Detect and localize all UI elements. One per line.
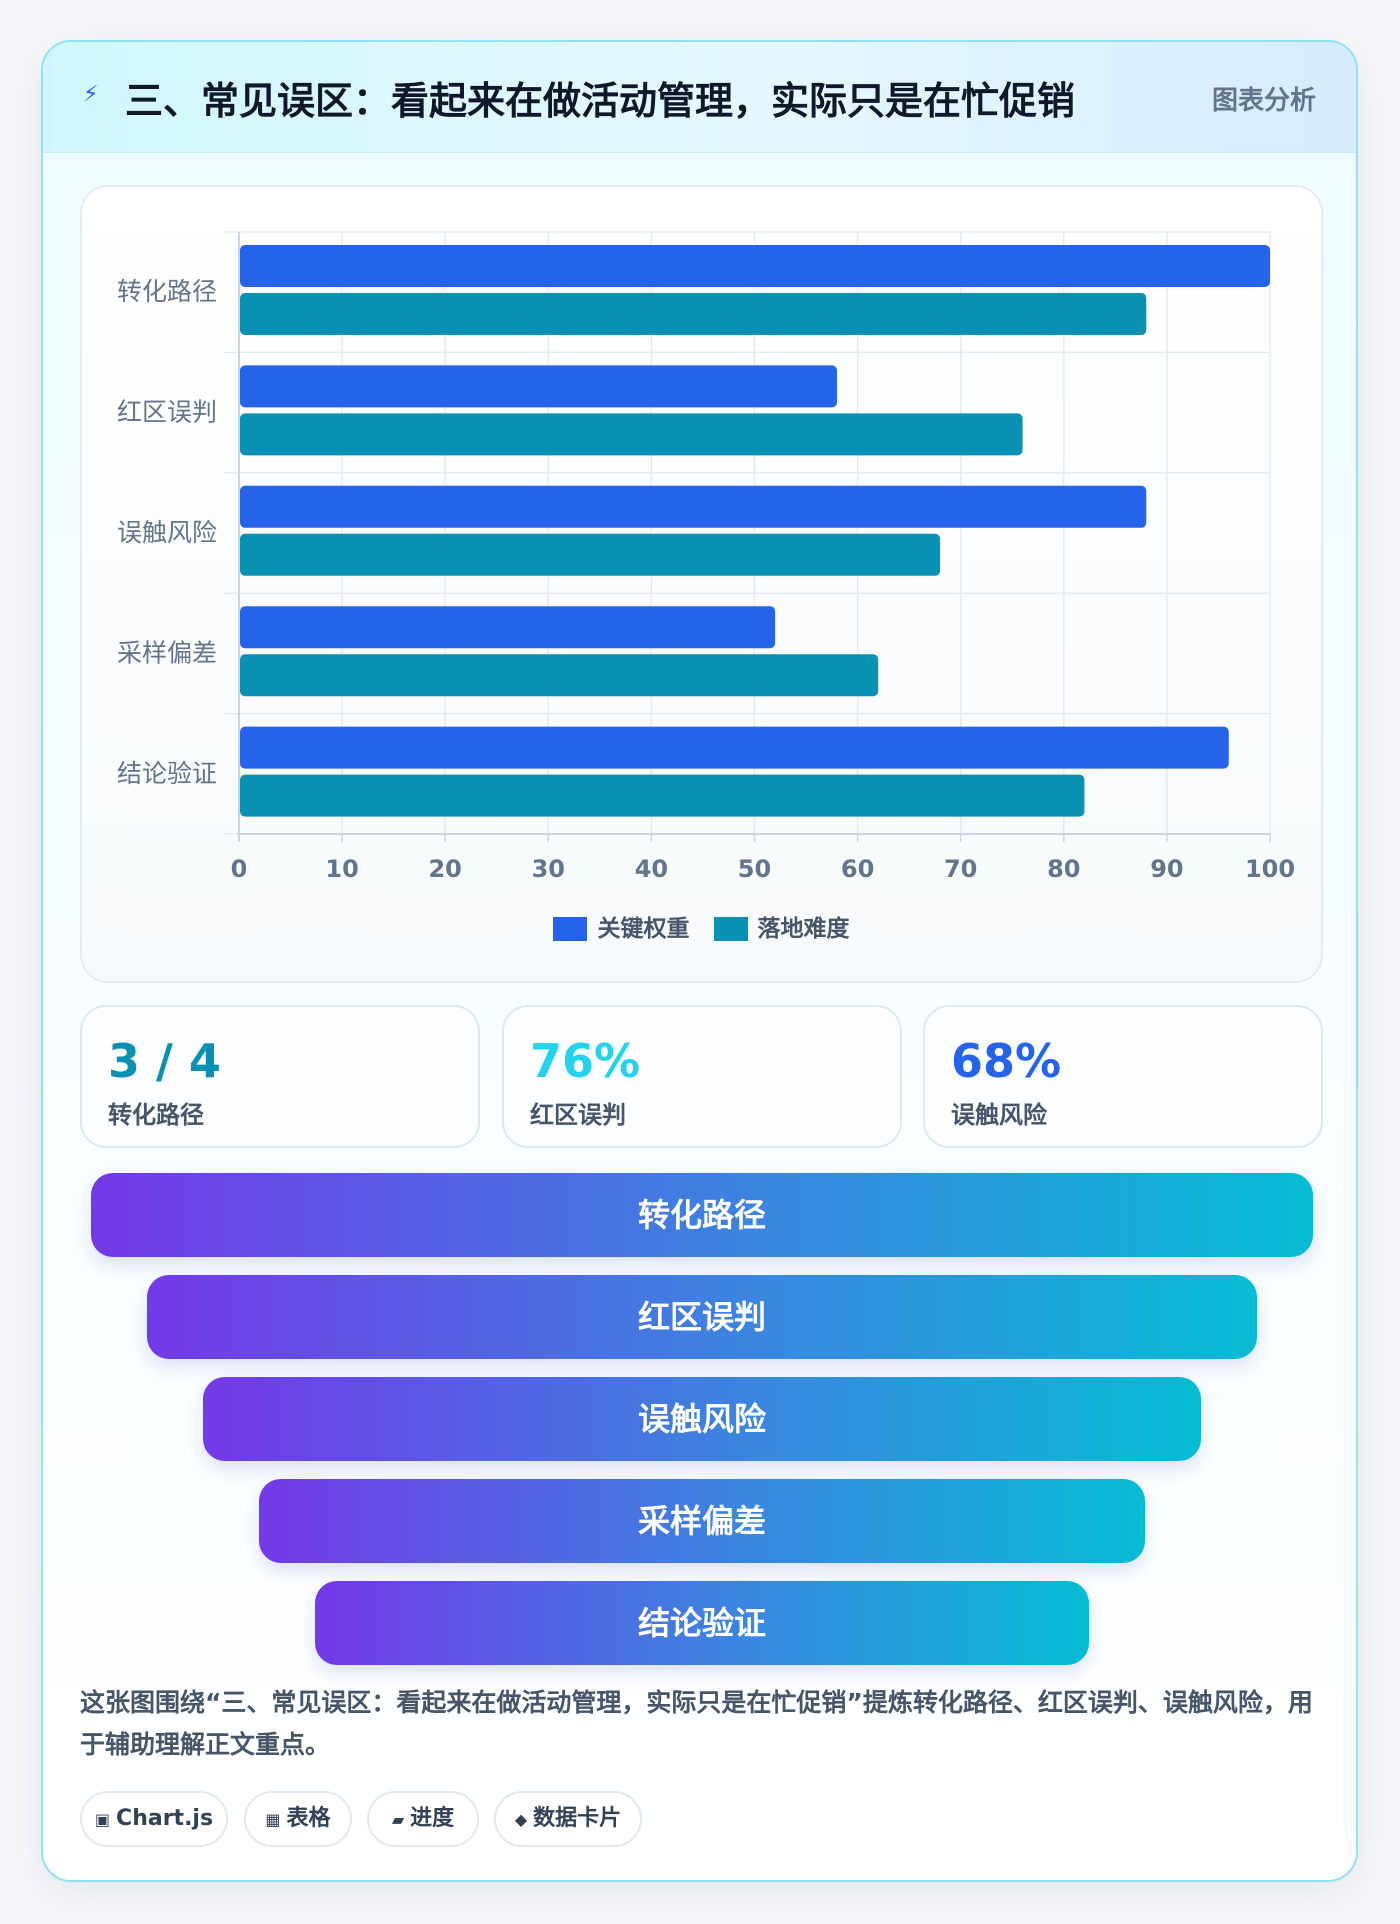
bar-weight <box>240 726 1229 769</box>
bar-weight <box>240 485 1147 528</box>
chart-analysis-tag: 图表分析 <box>1211 86 1316 116</box>
chart-card: ⚡ 三、常见误区：看起来在做活动管理，实际只是在忙促销 图表分析 0 10 20 30… <box>41 40 1358 1882</box>
funnel-stage-2: 红区误判 <box>147 1275 1257 1359</box>
x-tick-label: 40 <box>635 855 668 883</box>
x-tick-label: 70 <box>944 855 977 883</box>
chip-icon: ▰ <box>391 1810 405 1829</box>
stat-value: 3 / 4 <box>108 1034 221 1088</box>
legend-item-difficulty[interactable]: 落地难度 <box>713 909 850 943</box>
stat-label: 红区误判 <box>530 1101 626 1129</box>
bar-weight <box>240 245 1270 287</box>
stat-value: 68% <box>951 1034 1062 1088</box>
x-tick-label: 50 <box>738 855 771 883</box>
x-tick-label: 10 <box>325 855 358 883</box>
x-tick-label: 30 <box>532 855 565 883</box>
chip-label: Chart.js <box>116 1806 214 1831</box>
y-tick-label: 误触风险 <box>117 518 217 547</box>
chip-label: 进度 <box>410 1806 455 1831</box>
legend-swatch-difficulty <box>713 917 748 941</box>
bar-weight <box>240 365 837 408</box>
stat-card-mistouch: 68% 误触风险 <box>923 1005 1323 1148</box>
legend-item-weight[interactable]: 关键权重 <box>553 909 689 943</box>
chip-chartjs[interactable]: ▣ Chart.js <box>80 1791 228 1847</box>
bar-difficulty <box>240 413 1023 456</box>
chip-table[interactable]: ▦ 表格 <box>244 1791 352 1847</box>
funnel-stage-5: 结论验证 <box>315 1581 1089 1665</box>
y-tick-label: 采样偏差 <box>117 638 217 667</box>
stat-card-conversion: 3 / 4 转化路径 <box>80 1005 480 1148</box>
chip-icon: ◆ <box>514 1810 528 1829</box>
legend-label-weight: 关键权重 <box>597 916 690 942</box>
chip-label: 表格 <box>286 1806 331 1831</box>
x-tick-label: 80 <box>1047 855 1080 883</box>
x-tick-label: 0 <box>231 855 248 883</box>
chip-progress[interactable]: ▰ 进度 <box>367 1791 479 1847</box>
chip-label: 数据卡片 <box>533 1806 622 1831</box>
stat-label: 误触风险 <box>951 1101 1047 1129</box>
stat-value: 76% <box>530 1034 641 1088</box>
y-tick-label: 红区误判 <box>117 398 217 427</box>
y-tick-label: 转化路径 <box>117 277 217 306</box>
legend-swatch-weight <box>553 917 588 941</box>
chart-panel: 0 10 20 30 40 50 60 70 80 90 100 转化路径红区误判误触风险采样偏差结论… <box>80 185 1323 983</box>
bar-difficulty <box>240 533 941 576</box>
funnel-stage-4: 采样偏差 <box>259 1479 1145 1563</box>
funnel-stage-3: 误触风险 <box>203 1377 1201 1461</box>
stat-label: 转化路径 <box>108 1101 204 1129</box>
bar-weight <box>240 606 776 649</box>
bar-difficulty <box>240 774 1085 817</box>
bar-difficulty <box>240 293 1147 335</box>
legend-label-difficulty: 落地难度 <box>757 916 850 942</box>
x-tick-label: 90 <box>1150 855 1183 883</box>
bar-chart: 0 10 20 30 40 50 60 70 80 90 100 转化路径红区误判误触风险采样偏差结论… <box>117 231 1295 883</box>
card-title: 三、常见误区：看起来在做活动管理，实际只是在忙促销 <box>125 79 1076 123</box>
stat-card-red-zone: 76% 红区误判 <box>502 1005 902 1148</box>
y-tick-label: 结论验证 <box>117 759 217 788</box>
bolt-icon: ⚡ <box>83 82 99 107</box>
chart-caption: 这张图围绕“三、常见误区：看起来在做活动管理，实际只是在忙促销”提炼转化路径、红… <box>80 1688 1313 1759</box>
x-tick-label: 20 <box>428 855 461 883</box>
chart-legend: 关键权重 落地难度 <box>82 909 1321 943</box>
x-tick-label: 60 <box>841 855 874 883</box>
chip-data-card[interactable]: ◆ 数据卡片 <box>494 1791 642 1847</box>
chip-icon: ▦ <box>265 1810 281 1829</box>
card-header: ⚡ 三、常见误区：看起来在做活动管理，实际只是在忙促销 图表分析 <box>43 42 1356 153</box>
x-tick-label: 100 <box>1245 855 1295 883</box>
chip-icon: ▣ <box>94 1810 111 1829</box>
funnel-stage-1: 转化路径 <box>91 1173 1313 1257</box>
bar-difficulty <box>240 654 879 697</box>
